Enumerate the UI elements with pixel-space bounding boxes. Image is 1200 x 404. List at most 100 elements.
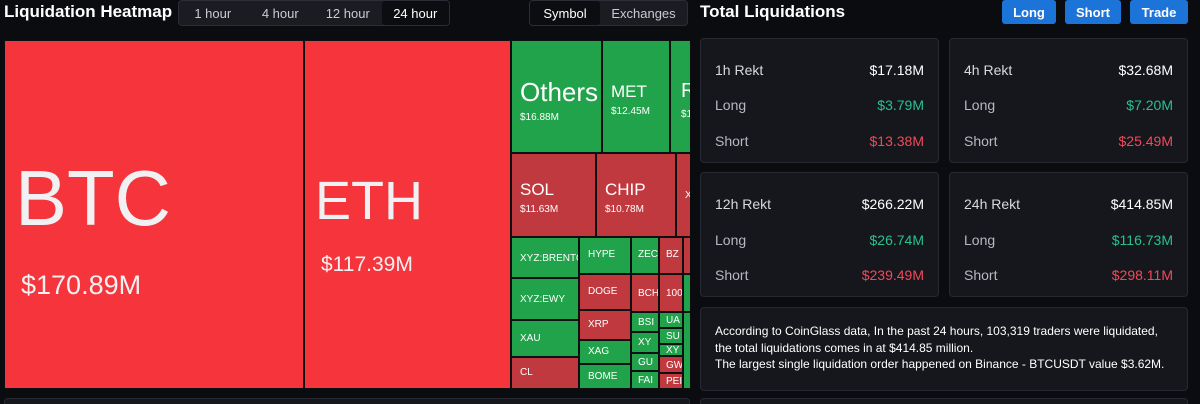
page-title: Liquidation Heatmap [4,2,173,21]
cell-symbol: XAU [520,333,541,344]
heatmap-cell-xrp[interactable]: XRP [579,310,631,340]
cell-symbol: XRP [588,319,609,330]
cell-symbol: ETH [315,171,423,231]
rekt-card-4h: 4h Rekt $32.68M Long $7.20M Short $25.49… [949,38,1188,163]
cell-symbol: HYPE [588,249,616,260]
cell-symbol: X [685,191,690,201]
cell-symbol: DOGE [588,286,618,297]
heatmap-cell-zec[interactable]: ZEC [631,237,659,274]
cell-value: $1 [681,109,690,120]
heatmap-cell-pe[interactable]: PEI [659,373,683,389]
heatmap-cell-bome[interactable]: BOME [579,364,631,389]
card-period: 24h Rekt [964,196,1021,212]
tab-1-hour[interactable]: 1 hour [194,5,232,21]
heatmap-cell-edge-1[interactable] [683,237,690,274]
cell-value: $10.78M [605,204,644,215]
cell-symbol: XY [638,337,652,348]
card-total: $17.18M [869,62,924,78]
heatmap-cell-doge[interactable]: DOGE [579,274,631,310]
heatmap-cell-fa[interactable]: FAI [631,371,659,389]
card-period: 4h Rekt [964,62,1013,78]
cell-symbol: Others [520,77,599,107]
short-button[interactable]: Short [1065,0,1121,24]
cell-symbol: BTC [15,154,171,242]
cell-symbol: CL [520,367,533,378]
card-period: 12h Rekt [715,196,772,212]
cell-symbol: BCH [638,288,659,299]
heatmap-cell-gw[interactable]: GW [659,356,683,373]
cell-symbol: UA [666,315,680,326]
summary-line-1: According to CoinGlass data, In the past… [715,324,1158,355]
rekt-card-12h: 12h Rekt $266.22M Long $26.74M Short $23… [700,172,939,297]
tab-12-hour[interactable]: 12 hour [325,5,370,21]
total-liquidations-title: Total Liquidations [700,2,846,21]
long-label: Long [715,97,747,113]
long-label: Long [715,232,747,248]
cell-symbol: XYZ:BRENTO [520,253,579,264]
heatmap-cell-xyz-brent[interactable]: XYZ:BRENTO [511,237,579,278]
heatmap-cell-bch[interactable]: BCH [631,274,659,312]
short-value: $298.11M [1111,267,1173,283]
cell-symbol: SU [666,331,680,342]
heatmap-cell-met[interactable]: MET $12.45M [602,40,670,153]
cell-symbol: FAI [638,375,654,386]
heatmap-cell-cl[interactable]: CL [511,357,579,389]
heatmap-cell-su[interactable]: SU [659,328,683,344]
heatmap-cell-r[interactable]: R $1 [670,40,690,153]
short-value: $25.49M [1118,133,1173,149]
heatmap-cell-bz[interactable]: BZ [659,237,683,274]
cell-symbol: BOME [588,371,618,382]
cell-symbol: GU [638,357,653,368]
long-label: Long [964,232,996,248]
heatmap-cell-edge-2[interactable] [683,274,690,312]
cell-symbol: SOL [520,180,555,199]
short-value: $239.49M [861,267,924,283]
bottom-panel-edge-left [4,398,690,404]
liquidation-heatmap: BTC $170.89M ETH $117.39M Others $16.88M… [4,40,690,389]
heatmap-cell-eth[interactable]: ETH $117.39M [304,40,511,389]
heatmap-cell-ua[interactable]: UA [659,312,683,328]
cell-symbol: ZEC [638,249,658,260]
heatmap-cell-xy[interactable]: XY [631,332,659,353]
rekt-card-24h: 24h Rekt $414.85M Long $116.73M Short $2… [949,172,1188,297]
heatmap-cell-chip[interactable]: CHIP $10.78M [596,153,676,237]
tab-4-hour[interactable]: 4 hour [261,5,299,21]
heatmap-cell-xy-2[interactable]: XY [659,344,683,356]
heatmap-cell-x[interactable]: X [676,153,690,237]
rekt-card-1h: 1h Rekt $17.18M Long $3.79M Short $13.38… [700,38,939,163]
tab-24-hour[interactable]: 24 hour [381,1,449,25]
long-value: $26.74M [869,232,924,248]
heatmap-cell-edge-3[interactable] [683,312,690,389]
tab-symbol[interactable]: Symbol [530,1,600,25]
heatmap-cell-hype[interactable]: HYPE [579,237,631,274]
short-label: Short [715,133,749,149]
tab-exchanges[interactable]: Exchanges [611,5,676,21]
long-label: Long [964,97,996,113]
cell-value: $12.45M [611,106,650,117]
long-value: $116.73M [1111,232,1173,248]
cell-symbol: BZ [666,249,679,260]
cell-symbol: PEI [666,376,683,387]
cell-symbol: GW [666,360,683,371]
heatmap-cell-gu[interactable]: GU [631,353,659,371]
card-period: 1h Rekt [715,62,764,78]
heatmap-cell-xau[interactable]: XAU [511,320,579,357]
cell-symbol: MET [611,82,647,101]
heatmap-cell-bs[interactable]: BSI [631,312,659,332]
heatmap-cell-others[interactable]: Others $16.88M [511,40,602,153]
long-button[interactable]: Long [1002,0,1056,24]
card-total: $32.68M [1118,62,1173,78]
long-value: $3.79M [877,97,924,113]
heatmap-cell-100[interactable]: 100 [659,274,683,312]
cell-symbol: BSI [638,317,655,328]
cell-value: $117.39M [321,253,413,276]
card-total: $266.22M [861,196,924,212]
cell-symbol: XAG [588,346,610,357]
cell-symbol: XYZ:EWY [520,294,566,305]
cell-symbol: 100 [666,288,683,299]
trade-button[interactable]: Trade [1130,0,1188,24]
heatmap-cell-xag[interactable]: XAG [579,340,631,364]
heatmap-cell-xyz-ewy[interactable]: XYZ:EWY [511,278,579,320]
heatmap-cell-btc[interactable]: BTC $170.89M [4,40,304,389]
heatmap-cell-sol[interactable]: SOL $11.63M [511,153,596,237]
